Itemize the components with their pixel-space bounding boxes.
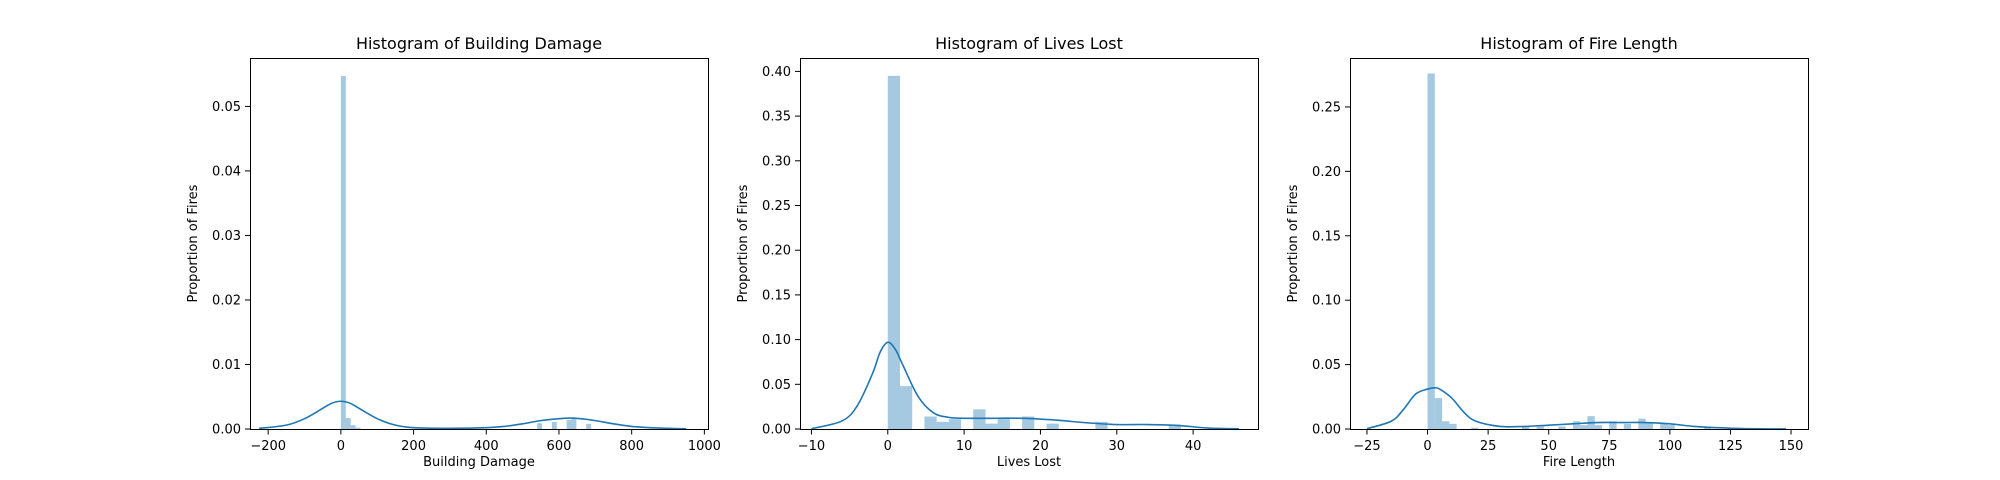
x-tick-label: 40 — [1185, 439, 1202, 454]
histogram-bar — [1442, 421, 1450, 429]
histogram-bar — [1558, 426, 1566, 429]
x-tick-label: 30 — [1109, 439, 1126, 454]
y-tick-label: 0.05 — [762, 378, 791, 393]
x-tick-label: −25 — [1353, 439, 1380, 454]
histogram-panel-1: −200 0 200 400 600 800 1000 0.00 0.01 0.02 0.03 0.0… — [186, 34, 721, 470]
histogram-bar — [340, 76, 346, 429]
x-tick-label: −200 — [250, 439, 286, 454]
histogram-bar — [1660, 423, 1668, 429]
y-tick-label: 0.15 — [762, 288, 791, 303]
histogram-bar — [566, 419, 572, 429]
chart-title: Histogram of Lives Lost — [935, 34, 1123, 53]
histogram-bar — [948, 419, 962, 429]
x-tick-label: 75 — [1601, 439, 1618, 454]
kde-density-line — [1366, 386, 1787, 430]
x-tick-label: 10 — [956, 439, 973, 454]
histogram-bar — [1434, 398, 1443, 429]
histogram-bar — [985, 423, 998, 429]
histogram-bar — [973, 409, 986, 429]
y-tick-label: 0.35 — [762, 110, 791, 125]
histogram-bar — [1572, 421, 1581, 429]
x-tick-label: 800 — [619, 439, 644, 454]
y-tick-label: 0.03 — [212, 229, 241, 244]
histogram-bar — [1609, 421, 1617, 429]
histogram-bar — [924, 416, 937, 429]
x-tick-label: 50 — [1540, 439, 1557, 454]
histogram-bar — [997, 419, 1010, 429]
y-axis-label: Proportion of Fires — [736, 184, 751, 302]
x-axis-label: Building Damage — [423, 455, 535, 470]
y-tick-label: 0.10 — [1312, 294, 1341, 309]
kde-density-line — [811, 341, 1239, 430]
axes-frame — [1350, 58, 1809, 430]
x-tick-label: 0 — [884, 439, 892, 454]
histogram-panel-2: −10 0 10 20 30 40 0.00 0.05 0.10 0.15 0.20 0.25 0.30… — [736, 34, 1259, 470]
y-tick-label: 0.30 — [762, 154, 791, 169]
y-tick-label: 0.02 — [212, 293, 241, 308]
histogram-bar — [900, 386, 913, 429]
x-tick-label: −10 — [798, 439, 825, 454]
x-tick-label: 200 — [401, 439, 426, 454]
histogram-bar — [1645, 422, 1653, 429]
y-tick-label: 0.05 — [212, 100, 241, 115]
y-tick-label: 0.40 — [762, 65, 791, 80]
histogram-bar — [1427, 73, 1435, 430]
kde-density-line — [258, 400, 687, 430]
chart-title: Histogram of Building Damage — [356, 34, 602, 53]
histogram-bar — [345, 418, 351, 429]
histogram-bar — [355, 427, 361, 429]
x-tick-label: 400 — [474, 439, 499, 454]
y-tick-label: 0.15 — [1312, 229, 1341, 244]
x-tick-label: 0 — [337, 439, 345, 454]
y-tick-label: 0.05 — [1312, 358, 1341, 373]
axes-frame — [250, 58, 709, 430]
histogram-panel-3: −25 0 25 50 75 100 125 150 0.00 0.05 0.10 0.15 0.20 0… — [1286, 34, 1809, 470]
y-tick-label: 0.00 — [1312, 423, 1341, 438]
histogram-bar — [1022, 416, 1035, 429]
x-tick-label: 600 — [547, 439, 572, 454]
y-tick-label: 0.01 — [212, 358, 241, 373]
histogram-bar — [1168, 424, 1181, 429]
histogram-bar — [1667, 425, 1675, 429]
histogram-bar — [1623, 423, 1632, 429]
histogram-bar — [571, 418, 577, 429]
x-tick-label: 150 — [1779, 439, 1804, 454]
histogram-bar — [350, 425, 356, 429]
y-tick-label: 0.10 — [762, 333, 791, 348]
x-axis-label: Lives Lost — [997, 455, 1061, 470]
x-axis-label: Fire Length — [1543, 455, 1615, 470]
histogram-bar — [1522, 426, 1530, 429]
x-tick-label: 25 — [1480, 439, 1497, 454]
y-tick-label: 0.00 — [762, 423, 791, 438]
y-axis-label: Proportion of Fires — [1286, 184, 1301, 302]
y-tick-label: 0.25 — [762, 199, 791, 214]
chart-title: Histogram of Fire Length — [1480, 34, 1677, 53]
y-tick-label: 0.00 — [212, 423, 241, 438]
histogram-bar — [1580, 425, 1588, 429]
histogram-bar — [1449, 423, 1457, 429]
histogram-bar — [887, 75, 900, 429]
histogram-bar — [1471, 427, 1479, 429]
histogram-bar — [1046, 423, 1059, 429]
x-tick-label: 1000 — [688, 439, 721, 454]
histogram-bar — [551, 421, 557, 429]
histogram-bar — [1638, 418, 1646, 429]
y-tick-label: 0.20 — [1312, 165, 1341, 180]
x-tick-label: 100 — [1657, 439, 1682, 454]
histogram-bar — [586, 423, 592, 429]
histogram-bar — [1095, 421, 1108, 429]
histogram-bar — [1594, 425, 1603, 429]
y-tick-label: 0.25 — [1312, 100, 1341, 115]
y-axis-label: Proportion of Fires — [186, 184, 201, 302]
y-tick-label: 0.20 — [762, 244, 791, 259]
y-tick-label: 0.04 — [212, 164, 241, 179]
x-tick-label: 20 — [1032, 439, 1049, 454]
histogram-bar — [936, 421, 949, 429]
histogram-bar — [537, 423, 543, 429]
x-tick-label: 125 — [1718, 439, 1743, 454]
x-tick-label: 0 — [1423, 439, 1431, 454]
histogram-bar — [1536, 426, 1544, 429]
axes-frame — [800, 58, 1259, 430]
